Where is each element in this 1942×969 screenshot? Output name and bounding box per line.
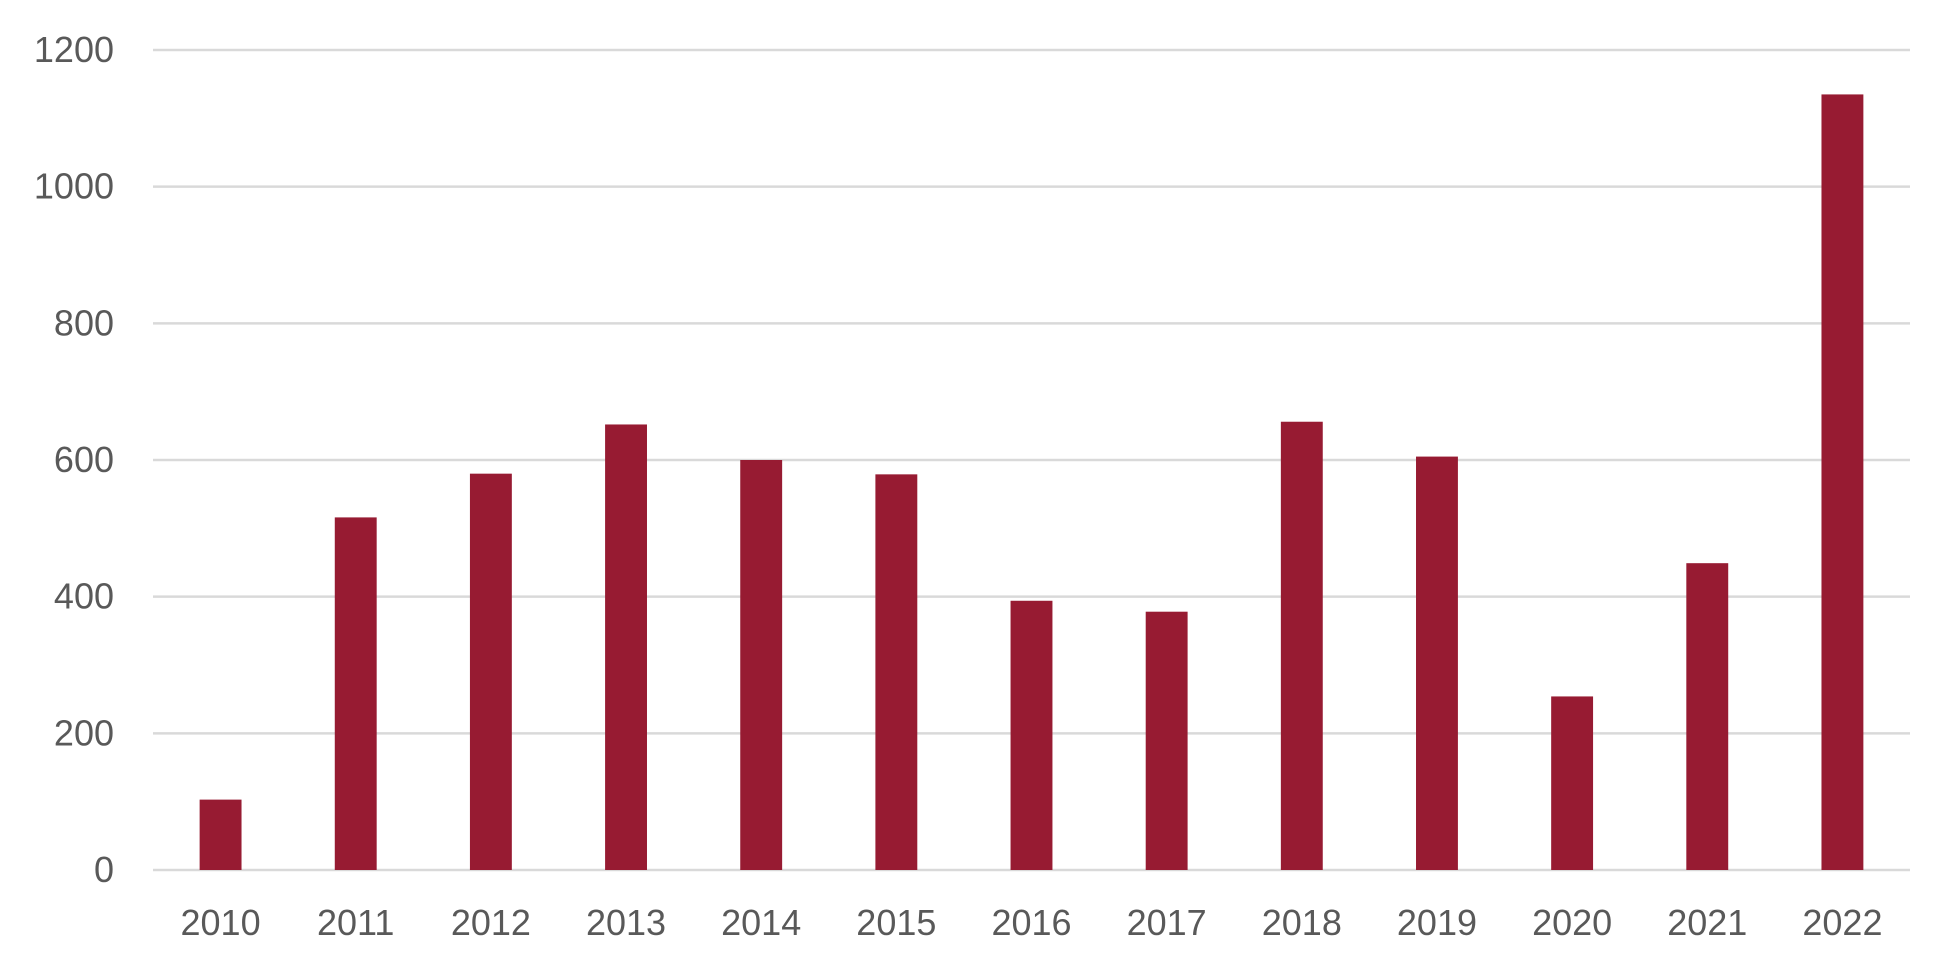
- bar-layer: [199, 94, 1864, 870]
- bar-2022: [1821, 94, 1864, 870]
- x-tick-label: 2022: [1802, 902, 1882, 943]
- x-axis-tick-labels: 2010 2011 2012 2013 2014 2015 2016 2017 2018 2019…: [181, 902, 1883, 943]
- bar-2021: [1686, 563, 1729, 870]
- x-tick-label: 2017: [1127, 902, 1207, 943]
- x-tick-label: 2019: [1397, 902, 1477, 943]
- bar-2010: [199, 799, 242, 870]
- x-tick-label: 2010: [181, 902, 261, 943]
- y-tick-label: 600: [54, 439, 114, 480]
- y-tick-label: 1000: [34, 166, 114, 207]
- bar-2012: [469, 473, 512, 870]
- y-tick-label: 400: [54, 576, 114, 617]
- x-tick-label: 2018: [1262, 902, 1342, 943]
- bar-2013: [605, 424, 647, 870]
- x-tick-label: 2011: [317, 902, 394, 943]
- y-axis-tick-labels: 0 200 400 600 800 1000 1200: [34, 29, 114, 890]
- x-tick-label: 2021: [1667, 902, 1747, 943]
- bar-2015: [875, 474, 918, 870]
- y-tick-label: 800: [54, 302, 114, 343]
- bar-2019: [1416, 456, 1458, 870]
- bar-2011: [334, 517, 377, 870]
- x-tick-label: 2015: [856, 902, 936, 943]
- bar-2017: [1145, 611, 1188, 870]
- x-tick-label: 2020: [1532, 902, 1612, 943]
- x-tick-label: 2014: [721, 902, 801, 943]
- x-tick-label: 2012: [451, 902, 531, 943]
- bar-2020: [1551, 696, 1594, 870]
- bar-2018: [1280, 421, 1323, 870]
- y-tick-label: 200: [54, 712, 114, 753]
- grid-layer: [153, 48, 1910, 872]
- y-tick-label: 1200: [34, 29, 114, 70]
- x-tick-label: 2016: [991, 902, 1071, 943]
- y-tick-label: 0: [94, 849, 114, 890]
- x-tick-label: 2013: [586, 902, 666, 943]
- bar-2014: [740, 460, 783, 870]
- bar-2016: [1010, 600, 1053, 870]
